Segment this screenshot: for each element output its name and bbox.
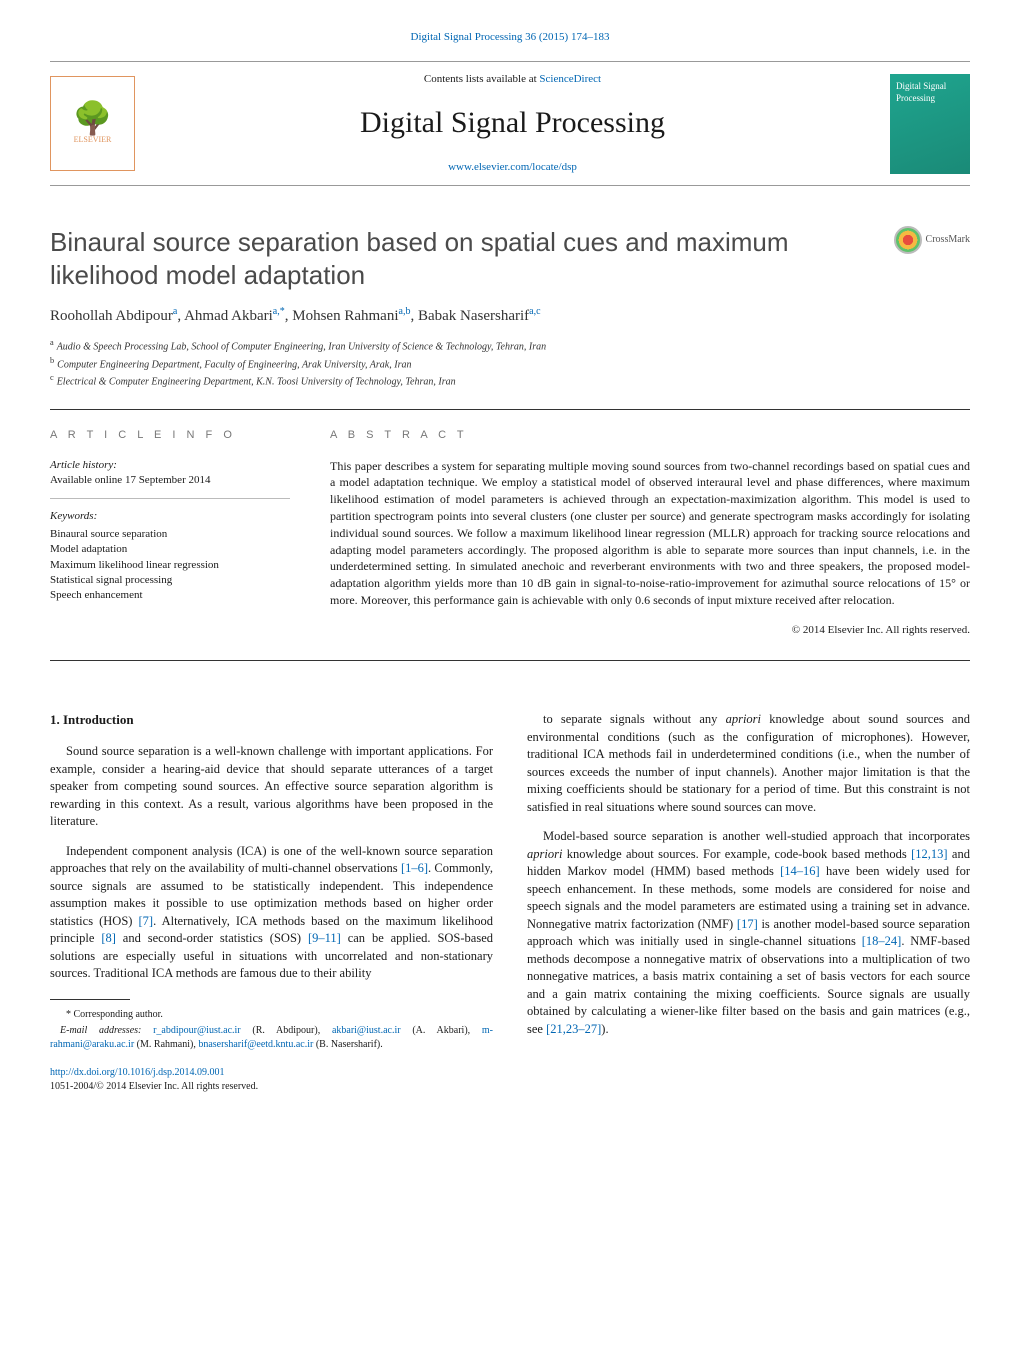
doi-block: http://dx.doi.org/10.1016/j.dsp.2014.09.… [50,1066,493,1094]
citation-link[interactable]: [8] [101,931,116,945]
citation-link[interactable]: [9–11] [308,931,341,945]
corresponding-note: * Corresponding author. [50,1008,493,1022]
header-center: Contents lists available at ScienceDirec… [135,72,890,175]
abstract-text: This paper describes a system for separa… [330,458,970,609]
keywords-block: Keywords: Binaural source separationMode… [50,509,290,603]
keyword: Speech enhancement [50,588,290,603]
body-paragraph: to separate signals without any apriori … [527,711,970,816]
body-paragraph: Independent component analysis (ICA) is … [50,843,493,983]
author: Roohollah Abdipoura [50,308,177,324]
cover-title: Digital Signal Processing [896,80,964,105]
keyword: Model adaptation [50,542,290,557]
journal-name: Digital Signal Processing [135,102,890,144]
history-label: Article history: [50,459,117,471]
article-info-column: A R T I C L E I N F O Article history: A… [50,428,290,638]
contents-line: Contents lists available at ScienceDirec… [135,72,890,87]
keyword: Statistical signal processing [50,573,290,588]
citation-link[interactable]: [21,23–27] [546,1022,601,1036]
running-citation: Digital Signal Processing 36 (2015) 174–… [50,30,970,45]
keyword: Binaural source separation [50,527,290,542]
body-columns: 1. Introduction Sound source separation … [50,711,970,1094]
keywords-label: Keywords: [50,509,290,524]
journal-header: 🌳 ELSEVIER Contents lists available at S… [50,61,970,186]
body-col-left: 1. Introduction Sound source separation … [50,711,493,1094]
keyword: Maximum likelihood linear regression [50,558,290,573]
elsevier-tree-icon: 🌳 [73,102,113,134]
elsevier-logo: 🌳 ELSEVIER [50,76,135,171]
affiliations: aAudio & Speech Processing Lab, School o… [50,337,970,389]
email-line: E-mail addresses: r_abdipour@iust.ac.ir … [50,1024,493,1052]
author: Mohsen Rahmania,b [292,308,410,324]
issn-copyright: 1051-2004/© 2014 Elsevier Inc. All right… [50,1081,258,1092]
citation-link[interactable]: [17] [737,917,758,931]
journal-homepage-link[interactable]: www.elsevier.com/locate/dsp [448,161,577,173]
citation-link[interactable]: [12,13] [911,847,947,861]
section-heading: 1. Introduction [50,711,493,729]
journal-cover-thumbnail: Digital Signal Processing [890,74,970,174]
footnotes: * Corresponding author. E-mail addresses… [50,1008,493,1094]
body-paragraph: Model-based source separation is another… [527,828,970,1038]
history-value: Available online 17 September 2014 [50,474,210,486]
author: Ahmad Akbaria,* [184,308,285,324]
article-history: Article history: Available online 17 Sep… [50,458,290,500]
crossmark-badge[interactable]: CrossMark [894,226,970,254]
running-citation-link[interactable]: Digital Signal Processing 36 (2015) 174–… [411,31,610,43]
crossmark-icon [894,226,922,254]
body-col-right: to separate signals without any apriori … [527,711,970,1094]
publisher-name: ELSEVIER [74,134,112,145]
citation-link[interactable]: [1–6] [401,861,428,875]
doi-link[interactable]: http://dx.doi.org/10.1016/j.dsp.2014.09.… [50,1067,225,1078]
author: Babak Nasersharifa,c [418,308,541,324]
citation-link[interactable]: [14–16] [780,864,820,878]
section-number: 1. [50,712,60,727]
abstract-heading: A B S T R A C T [330,428,970,443]
email-link[interactable]: r_abdipour@iust.ac.ir [153,1025,241,1036]
article-info-heading: A R T I C L E I N F O [50,428,290,443]
affiliation: bComputer Engineering Department, Facult… [50,355,970,372]
footnote-separator [50,999,130,1000]
email-link[interactable]: bnasersharif@eetd.kntu.ac.ir [198,1039,313,1050]
affiliation: aAudio & Speech Processing Lab, School o… [50,337,970,354]
abstract-copyright: © 2014 Elsevier Inc. All rights reserved… [330,623,970,638]
info-abstract-block: A R T I C L E I N F O Article history: A… [50,409,970,661]
affiliation: cElectrical & Computer Engineering Depar… [50,372,970,389]
citation-link[interactable]: [7] [139,914,154,928]
abstract-column: A B S T R A C T This paper describes a s… [330,428,970,638]
citation-link[interactable]: [18–24] [862,934,902,948]
sciencedirect-link[interactable]: ScienceDirect [539,73,601,85]
email-link[interactable]: akbari@iust.ac.ir [332,1025,401,1036]
crossmark-label: CrossMark [926,233,970,247]
contents-prefix: Contents lists available at [424,73,539,85]
author-list: Roohollah Abdipoura, Ahmad Akbaria,*, Mo… [50,305,970,327]
body-paragraph: Sound source separation is a well-known … [50,743,493,831]
section-title: Introduction [63,712,134,727]
title-row: Binaural source separation based on spat… [50,226,970,291]
paper-title: Binaural source separation based on spat… [50,226,874,291]
